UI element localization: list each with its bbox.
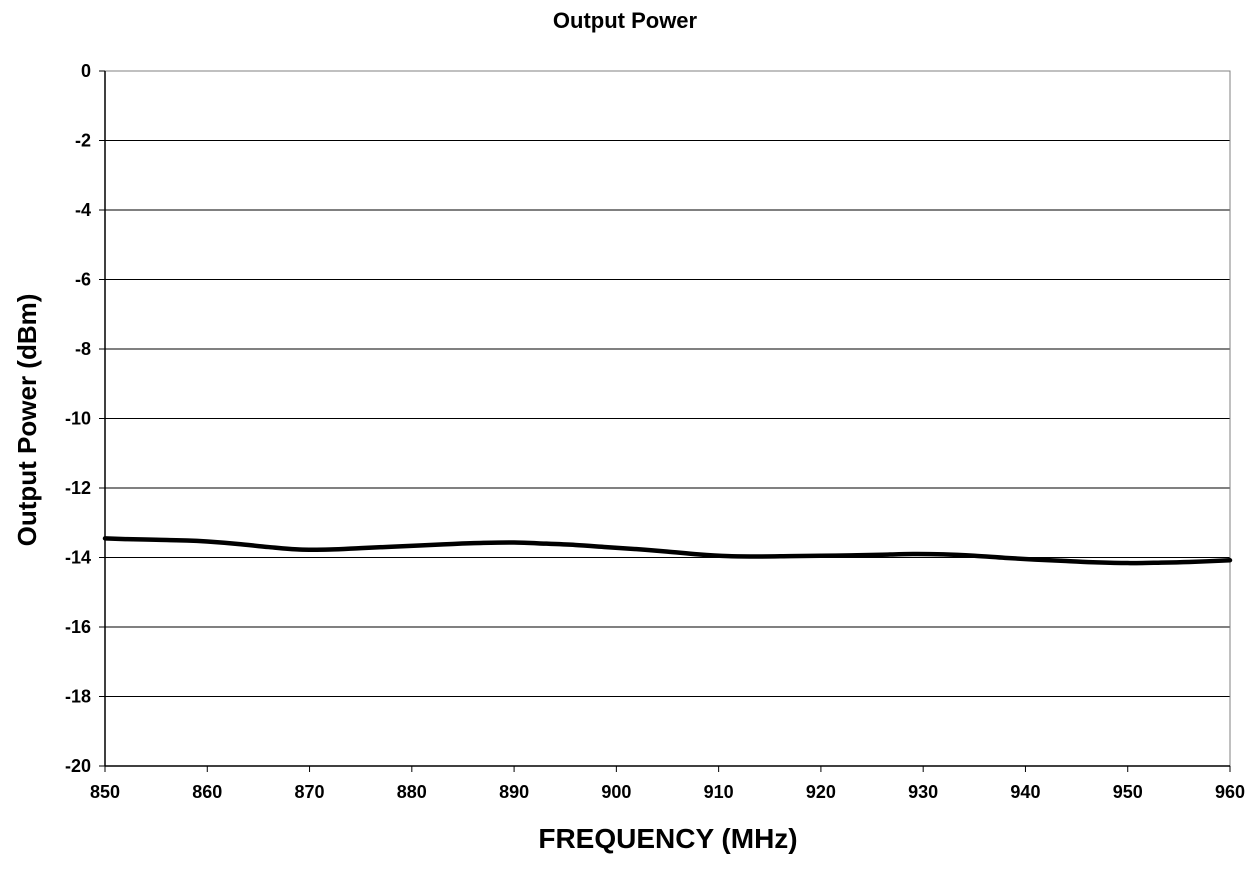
x-tick-label: 940 — [1010, 782, 1040, 802]
axes — [99, 70, 1231, 772]
x-tick-label: 850 — [90, 782, 120, 802]
x-tick-label: 960 — [1215, 782, 1245, 802]
x-tick-label: 900 — [601, 782, 631, 802]
y-tick-label: -10 — [65, 409, 91, 429]
series-line-output-power — [102, 536, 1233, 566]
y-tick-label: -8 — [75, 339, 91, 359]
y-tick-label: -16 — [65, 617, 91, 637]
y-tick-label: 0 — [81, 61, 91, 81]
chart-title: Output Power — [553, 8, 698, 33]
x-tick-label: 910 — [704, 782, 734, 802]
y-tick-label: -14 — [65, 548, 91, 568]
y-tick-label: -2 — [75, 131, 91, 151]
x-tick-label: 930 — [908, 782, 938, 802]
y-tick-label: -4 — [75, 200, 91, 220]
series-lines — [102, 536, 1233, 566]
x-tick-labels: 850 860 870 880 890 900 910 920 930 940 950 960 — [90, 782, 1245, 802]
gridlines — [105, 70, 1230, 697]
x-tick-label: 880 — [397, 782, 427, 802]
x-tick-label: 920 — [806, 782, 836, 802]
x-tick-label: 890 — [499, 782, 529, 802]
x-tick-label: 860 — [192, 782, 222, 802]
y-tick-label: -6 — [75, 270, 91, 290]
y-tick-labels: 0 -2 -4 -6 -8 -10 -12 -14 -16 -18 -20 — [65, 61, 91, 776]
x-axis-label: FREQUENCY (MHz) — [538, 823, 797, 854]
y-tick-label: -20 — [65, 756, 91, 776]
x-tick-label: 950 — [1113, 782, 1143, 802]
x-tick-label: 870 — [295, 782, 325, 802]
y-axis-label: Output Power (dBm) — [12, 294, 42, 547]
y-tick-label: -12 — [65, 478, 91, 498]
y-tick-label: -18 — [65, 687, 91, 707]
